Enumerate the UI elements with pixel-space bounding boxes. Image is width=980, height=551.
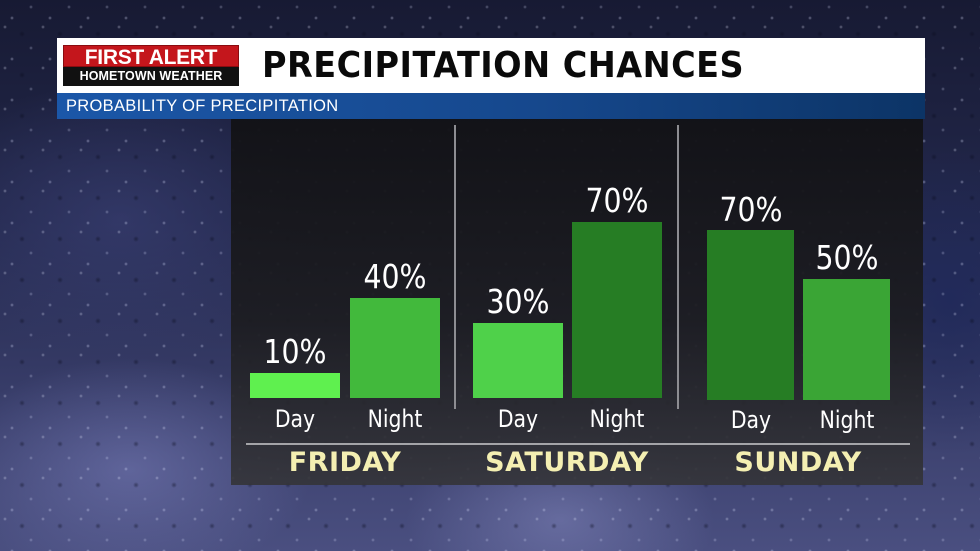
- day-label-sunday: SUNDAY: [734, 447, 862, 478]
- value-label: 70%: [719, 190, 783, 229]
- bar-friday-night: [350, 298, 440, 398]
- day-label-friday: FRIDAY: [288, 447, 402, 478]
- period-label: Day: [497, 405, 539, 433]
- header-bar: FIRST ALERT HOMETOWN WEATHER PRECIPITATI…: [57, 38, 925, 93]
- subtitle-bar: PROBABILITY OF PRECIPITATION: [57, 93, 925, 119]
- period-label: Day: [274, 405, 316, 433]
- bar-friday-day: [250, 373, 340, 398]
- logo-line1: FIRST ALERT: [63, 45, 239, 69]
- value-label: 50%: [815, 238, 879, 277]
- bar-sunday-night: [803, 279, 890, 400]
- period-label: Day: [730, 406, 772, 434]
- day-separator: [677, 125, 679, 409]
- period-label: Night: [819, 406, 875, 434]
- bar-saturday-day: [473, 323, 563, 398]
- divider-line: [246, 443, 910, 445]
- logo-line2: HOMETOWN WEATHER: [63, 67, 239, 86]
- day-separator: [454, 125, 456, 409]
- chart-panel: 10% 40% Day Night FRIDAY 30% 70% Day Nig…: [231, 119, 923, 485]
- first-alert-logo: FIRST ALERT HOMETOWN WEATHER: [63, 45, 239, 86]
- page-title: PRECIPITATION CHANCES: [262, 45, 745, 86]
- period-label: Night: [367, 405, 423, 433]
- value-label: 10%: [263, 332, 327, 371]
- value-label: 70%: [585, 181, 649, 220]
- value-label: 30%: [486, 282, 550, 321]
- chart-subtitle: PROBABILITY OF PRECIPITATION: [66, 97, 339, 115]
- bar-sunday-day: [707, 230, 794, 400]
- value-label: 40%: [363, 257, 427, 296]
- period-label: Night: [589, 405, 645, 433]
- bar-saturday-night: [572, 222, 662, 398]
- day-label-saturday: SATURDAY: [485, 447, 649, 478]
